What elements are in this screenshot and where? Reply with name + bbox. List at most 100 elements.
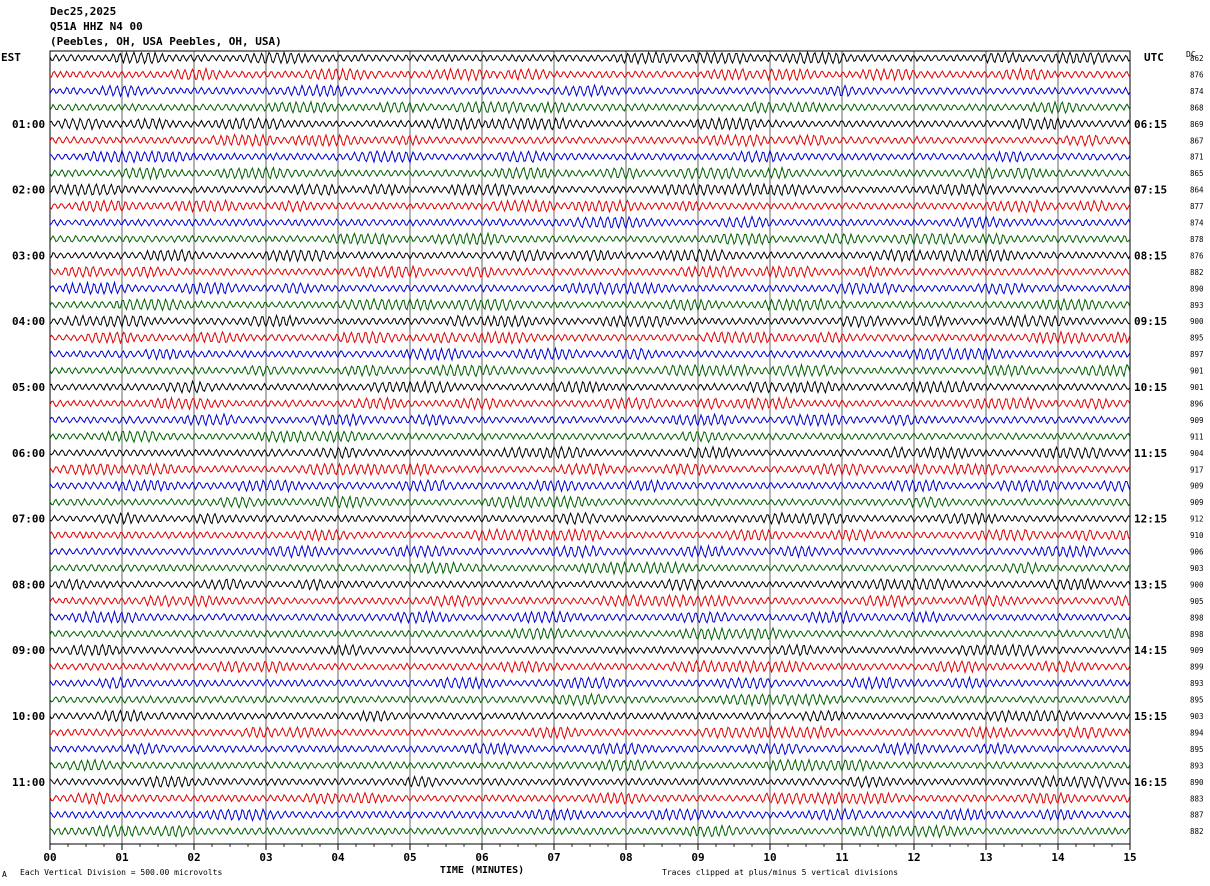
left-hour-label: 05:00 [12,381,45,394]
seismic-trace [49,165,1131,181]
dc-offset-value: 867 [1190,136,1204,145]
dc-offset-value: 890 [1190,284,1204,293]
dc-offset-value: 898 [1190,613,1204,622]
dc-offset-value: 910 [1190,531,1204,540]
dc-offset-value: 895 [1190,696,1204,705]
dc-offset-value: 906 [1190,548,1204,557]
left-hour-label: 06:00 [12,447,45,460]
seismic-trace [49,626,1131,642]
dc-offset-value: 896 [1190,399,1204,408]
dc-offset-value: 911 [1190,432,1204,441]
seismic-trace [49,527,1131,543]
x-tick-label: 02 [187,851,200,864]
dc-offset-value: 903 [1190,712,1204,721]
corner-mark: A [2,870,7,879]
seismic-trace [49,577,1131,592]
seismic-trace [49,66,1131,83]
dc-offset-value: 905 [1190,597,1204,606]
seismic-trace [49,133,1131,148]
seismic-trace [49,412,1131,428]
seismic-trace [49,231,1131,247]
seismic-trace [49,116,1131,132]
x-tick-label: 15 [1123,851,1136,864]
dc-offset-value: 864 [1190,186,1204,195]
dc-offset-value: 874 [1190,219,1204,228]
seismic-trace [49,593,1131,609]
x-tick-label: 00 [43,851,56,864]
left-timezone-label: EST [1,51,21,64]
x-tick-label: 13 [979,851,992,864]
dc-offset-value: 878 [1190,235,1204,244]
dc-offset-value: 868 [1190,103,1204,112]
dc-offset-value: 869 [1190,120,1204,129]
seismic-trace [49,313,1131,329]
dc-offset-value: 909 [1190,482,1204,491]
seismic-trace [49,692,1131,708]
dc-offset-value: 876 [1190,251,1204,260]
right-hour-label: 12:15 [1134,513,1167,526]
x-tick-label: 12 [907,851,920,864]
x-tick-label: 01 [115,851,129,864]
seismic-trace [49,642,1131,658]
right-hour-label: 16:15 [1134,776,1167,789]
seismic-trace [49,494,1131,510]
dc-offset-value: 882 [1190,827,1204,836]
x-tick-label: 14 [1051,851,1065,864]
right-hour-label: 09:15 [1134,315,1167,328]
seismic-trace [49,362,1131,378]
seismic-trace [49,758,1131,773]
dc-offset-value: 877 [1190,202,1204,211]
seismic-trace [49,560,1131,576]
x-tick-label: 08 [619,851,632,864]
seismic-trace [49,478,1131,494]
left-hour-label: 01:00 [12,118,45,131]
left-hour-label: 04:00 [12,315,45,328]
x-tick-label: 04 [331,851,345,864]
dc-offset-value: 895 [1190,334,1204,343]
x-tick-label: 06 [475,851,489,864]
dc-offset-value: 900 [1190,580,1204,589]
seismic-trace [49,149,1131,164]
seismic-trace [49,724,1131,741]
seismic-trace [49,429,1131,444]
right-hour-label: 15:15 [1134,710,1167,723]
dc-offset-value: 909 [1190,498,1204,507]
scale-note: Each Vertical Division = 500.00 microvol… [20,868,223,877]
x-tick-label: 09 [691,851,704,864]
seismic-trace [49,280,1131,296]
seismic-trace [49,50,1131,66]
seismic-trace [49,807,1131,823]
dc-offset-value: 871 [1190,153,1204,162]
seismic-trace [49,461,1131,477]
station-location: (Peebles, OH, USA Peebles, OH, USA) [50,35,282,48]
dc-offset-value: 901 [1190,383,1204,392]
left-hour-label: 08:00 [12,578,45,591]
x-tick-label: 05 [403,851,416,864]
dc-offset-value: 893 [1190,301,1204,310]
seismic-trace [49,708,1131,724]
right-hour-label: 10:15 [1134,381,1167,394]
left-hour-label: 03:00 [12,249,45,262]
seismic-trace [49,609,1131,625]
seismic-trace [49,395,1131,411]
dc-offset-value: 890 [1190,778,1204,787]
seismic-trace [49,741,1131,757]
dc-offset-value: 865 [1190,169,1204,178]
seismic-trace [49,823,1131,839]
seismic-trace [49,774,1131,790]
dc-offset-value: 894 [1190,728,1204,737]
seismic-trace [49,264,1131,280]
dc-offset-value: 874 [1190,87,1204,96]
right-hour-label: 13:15 [1134,578,1167,591]
dc-offset-value: 899 [1190,663,1204,672]
dc-offset-value: 883 [1190,794,1204,803]
station-code: Q51A HHZ N4 00 [50,20,143,33]
x-tick-label: 11 [835,851,849,864]
dc-offset-value: 909 [1190,416,1204,425]
seismic-trace [49,198,1131,214]
seismic-trace [49,511,1131,526]
right-hour-label: 07:15 [1134,184,1167,197]
seismic-trace [49,675,1131,691]
seismic-trace [49,100,1131,115]
